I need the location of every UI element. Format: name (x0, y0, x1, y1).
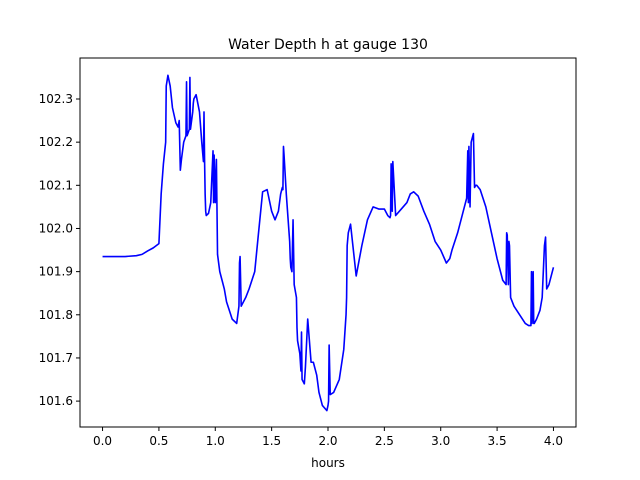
x-tick-label: 1.5 (262, 434, 281, 448)
x-tick-label: 2.5 (375, 434, 394, 448)
series-line-0 (102, 74, 555, 412)
y-axis: 101.6 101.7 101.8 101.9 102.0 102.1 102.2 102.3 (39, 92, 80, 408)
y-tick-label: 101.7 (39, 351, 73, 365)
x-tick-label: 3.5 (488, 434, 507, 448)
x-axis-label: hours (311, 456, 345, 470)
y-tick-label: 101.9 (39, 265, 73, 279)
plot-frame (79, 57, 577, 428)
y-tick-label: 102.3 (39, 92, 73, 106)
y-tick-label: 102.1 (39, 178, 73, 192)
y-tick-label: 102.0 (39, 221, 73, 235)
x-tick-label: 0.5 (149, 434, 168, 448)
x-tick-label: 2.0 (318, 434, 337, 448)
x-tick-label: 0.0 (93, 434, 112, 448)
x-tick-label: 4.0 (544, 434, 563, 448)
y-tick-label: 102.2 (39, 135, 73, 149)
y-tick-label: 101.6 (39, 394, 73, 408)
x-tick-label: 3.0 (431, 434, 450, 448)
y-tick-label: 101.8 (39, 308, 73, 322)
x-axis: 0.0 0.5 1.0 1.5 2.0 2.5 3.0 3.5 4.0 (93, 427, 563, 448)
series-layer (102, 74, 555, 412)
chart-title: Water Depth h at gauge 130 (228, 37, 428, 53)
x-tick-label: 1.0 (206, 434, 225, 448)
